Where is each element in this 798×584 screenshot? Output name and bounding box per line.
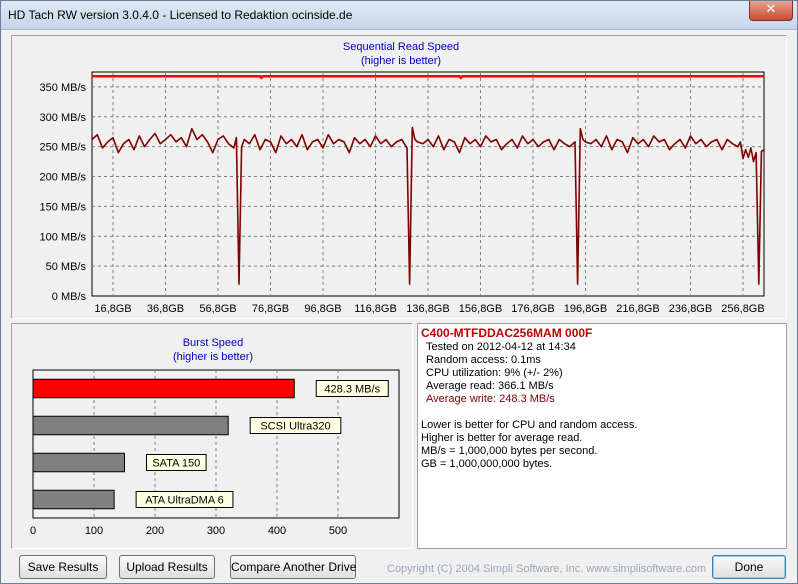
seq-x-tick-label: 76,8GB	[252, 303, 289, 315]
burst-x-tick-label: 0	[30, 525, 36, 537]
seq-y-tick-label: 150 MB/s	[40, 201, 87, 213]
seq-chart-title: Sequential Read Speed	[343, 41, 459, 53]
read-speed-line	[91, 126, 765, 285]
cpu-utilization: CPU utilization: 9% (+/- 2%)	[426, 367, 563, 379]
burst-bar	[32, 415, 229, 436]
note-mbs-def: MB/s = 1,000,000 bytes per second.	[421, 445, 598, 457]
seq-chart-subtitle: (higher is better)	[361, 55, 441, 67]
results-info-box: C400-MTFDDAC256MAM 000F Tested on 2012-0…	[417, 323, 787, 549]
close-button[interactable]: ✕	[749, 1, 793, 21]
burst-bar-label: SATA 150	[152, 458, 200, 470]
burst-x-tick-label: 300	[207, 525, 225, 537]
burst-speed-panel: Burst Speed (higher is better) 428.3 MB/…	[11, 323, 413, 549]
seq-y-tick-label: 200 MB/s	[40, 172, 87, 184]
burst-chart-title: Burst Speed	[183, 337, 244, 349]
title-bar[interactable]: HD Tach RW version 3.0.4.0 - Licensed to…	[1, 1, 797, 30]
seq-x-tick-label: 116,8GB	[354, 303, 397, 315]
seq-x-tick-label: 36,8GB	[147, 303, 184, 315]
burst-bar	[32, 489, 115, 510]
seq-x-tick-label: 216,8GB	[616, 303, 659, 315]
sequential-read-chart: Sequential Read Speed (higher is better)…	[40, 41, 765, 315]
burst-bar-label: 428.3 MB/s	[324, 384, 380, 396]
burst-x-tick-label: 100	[85, 525, 103, 537]
upload-results-button[interactable]: Upload Results	[119, 555, 215, 579]
seq-y-tick-label: 250 MB/s	[40, 142, 87, 154]
write-speed-line	[92, 74, 764, 80]
done-button[interactable]: Done	[712, 555, 786, 579]
close-icon: ✕	[765, 2, 777, 17]
test-date: Tested on 2012-04-12 at 14:34	[426, 341, 576, 353]
seq-x-tick-label: 196,8GB	[564, 303, 607, 315]
copyright-text: Copyright (C) 2004 Simpli Software, Inc.…	[387, 563, 707, 575]
seq-x-tick-label: 96,8GB	[304, 303, 341, 315]
burst-speed-chart: Burst Speed (higher is better) 428.3 MB/…	[30, 337, 400, 537]
burst-bar	[32, 378, 295, 399]
burst-bar-label: SCSI Ultra320	[260, 421, 330, 433]
burst-chart-subtitle: (higher is better)	[173, 351, 253, 363]
window-title: HD Tach RW version 3.0.4.0 - Licensed to…	[8, 8, 353, 22]
note-gb-def: GB = 1,000,000,000 bytes.	[421, 458, 553, 470]
burst-x-tick-label: 500	[329, 525, 347, 537]
save-results-button[interactable]: Save Results	[19, 555, 107, 579]
burst-label-box	[146, 454, 207, 471]
seq-y-tick-label: 300 MB/s	[40, 112, 87, 124]
seq-y-tick-label: 0 MB/s	[52, 291, 87, 303]
seq-plot-area	[91, 71, 765, 297]
average-read: Average read: 366.1 MB/s	[426, 380, 554, 392]
seq-x-tick-label: 156,8GB	[459, 303, 502, 315]
seq-x-tick-label: 16,8GB	[94, 303, 131, 315]
burst-label-box	[135, 491, 234, 508]
note-cpu-random: Lower is better for CPU and random acces…	[421, 419, 638, 431]
drive-model: C400-MTFDDAC256MAM 000F	[421, 326, 593, 340]
sequential-read-panel: Sequential Read Speed (higher is better)…	[11, 35, 787, 319]
seq-x-tick-label: 176,8GB	[511, 303, 554, 315]
burst-x-tick-label: 400	[268, 525, 286, 537]
seq-x-tick-label: 236,8GB	[669, 303, 712, 315]
burst-bar	[32, 452, 125, 473]
seq-y-tick-label: 350 MB/s	[40, 82, 87, 94]
seq-x-tick-label: 56,8GB	[199, 303, 236, 315]
burst-label-box	[315, 380, 389, 397]
compare-drive-button[interactable]: Compare Another Drive	[230, 555, 356, 579]
random-access: Random access: 0.1ms	[426, 354, 541, 366]
seq-y-tick-label: 100 MB/s	[40, 231, 87, 243]
burst-x-tick-label: 200	[146, 525, 164, 537]
burst-bar-label: ATA UltraDMA 6	[145, 495, 223, 507]
seq-y-tick-label: 50 MB/s	[46, 261, 87, 273]
seq-x-tick-label: 256,8GB	[721, 303, 764, 315]
average-write: Average write: 248.3 MB/s	[426, 393, 555, 405]
note-average-read: Higher is better for average read.	[421, 432, 583, 444]
seq-x-tick-label: 136,8GB	[406, 303, 449, 315]
burst-label-box	[249, 417, 342, 434]
